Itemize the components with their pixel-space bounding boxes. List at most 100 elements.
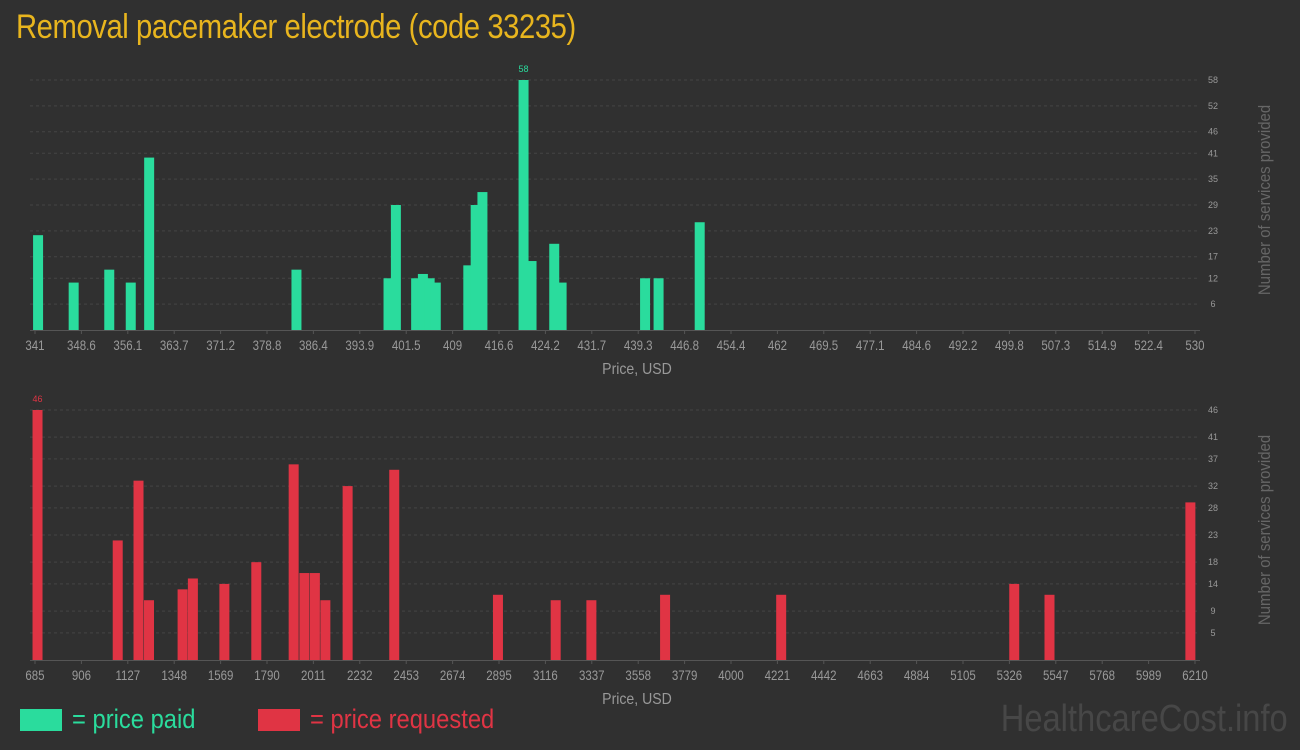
bar [411,278,422,330]
bar [549,243,560,330]
y-tick-label: 23 [1208,530,1218,540]
x-tick-label: 3116 [533,667,558,683]
bar [389,469,400,660]
bar [424,278,435,330]
y-tick-label: 28 [1208,503,1218,513]
x-tick-label: 1569 [208,667,234,683]
bar [492,594,503,660]
y-tick-label: 12 [1208,273,1218,283]
y-tick-label: 9 [1210,606,1215,616]
x-tick-label: 348.6 [67,337,96,353]
bar [383,278,394,330]
x-tick-label: 416.6 [485,337,514,353]
x-tick-label: 2232 [347,667,373,683]
bar [470,205,481,330]
bar [125,282,136,330]
x-tick-label: 4000 [718,667,744,683]
x-tick-label: 530 [1185,337,1204,353]
x-tick-label: 1348 [161,667,187,683]
bar [251,562,262,660]
bar [640,278,651,330]
y-tick-label: 41 [1208,432,1218,442]
price-requested-chart: 5 9 14 18 23 28 32 37 41 46 46 685 906 1127 1348 1569 17… [25,394,1274,708]
x-tick-label: 906 [72,667,91,683]
y-axis-label: Number of services provided [1256,435,1274,625]
bar [526,261,537,330]
max-value-label: 46 [33,394,43,404]
y-tick-label: 35 [1208,174,1218,184]
bar [694,222,705,330]
x-tick-label: 5989 [1136,667,1162,683]
bar [187,578,198,660]
y-tick-label: 14 [1208,579,1218,589]
x-tick-label: 4663 [857,667,883,683]
y-axis-label: Number of services provided [1256,105,1274,295]
x-tick-label: 446.8 [670,337,699,353]
x-tick-label: 2453 [393,667,419,683]
bar [417,273,428,330]
x-tick-label: 363.7 [160,337,189,353]
watermark: HealthcareCost.info [1000,698,1288,740]
bar [288,464,299,660]
x-tick-label: 462 [768,337,787,353]
bar [299,573,310,660]
bar [342,486,353,660]
x-tick-label: 499.8 [995,337,1024,353]
x-tick-label: 507.3 [1041,337,1070,353]
y-tick-label: 29 [1208,200,1218,210]
bar [133,480,144,660]
y-tick-label: 32 [1208,481,1218,491]
bar [477,192,488,330]
x-tick-label: 401.5 [392,337,421,353]
y-tick-label: 41 [1208,148,1218,158]
x-tick-label: 371.2 [206,337,235,353]
bar [430,282,441,330]
x-tick-label: 3558 [625,667,651,683]
bar [104,269,115,330]
legend: = price paid = price requested [20,704,566,735]
x-tick-label: 3337 [579,667,605,683]
x-tick-label: 4221 [765,667,791,683]
bar [144,157,155,330]
y-tick-label: 23 [1208,226,1218,236]
legend-item-price-paid: = price paid [20,704,212,735]
x-tick-label: 477.1 [856,337,885,353]
bar [776,594,787,660]
x-tick-label: 2674 [440,667,466,683]
bar [32,410,43,660]
page-title: Removal pacemaker electrode (code 33235) [16,8,576,46]
bar [219,583,230,660]
x-tick-label: 3779 [672,667,698,683]
y-tick-label: 52 [1208,101,1218,111]
x-axis-label: Price, USD [602,690,672,708]
bar [1185,502,1196,660]
y-tick-label: 46 [1208,405,1218,415]
bar [556,282,567,330]
x-tick-label: 439.3 [624,337,653,353]
y-tick-label: 37 [1208,454,1218,464]
y-tick-label: 17 [1208,252,1218,262]
x-tick-label: 454.4 [717,337,746,353]
bar [144,600,155,660]
x-tick-label: 514.9 [1088,337,1117,353]
x-tick-label: 522.4 [1134,337,1163,353]
bar [518,80,529,330]
x-tick-label: 356.1 [113,337,142,353]
bar [1009,583,1020,660]
bar [68,282,79,330]
x-tick-label: 469.5 [809,337,838,353]
bar [586,600,597,660]
x-tick-label: 2011 [301,667,326,683]
bar [309,573,320,660]
y-tick-label: 6 [1210,299,1215,309]
x-axis-label: Price, USD [602,360,672,378]
y-tick-label: 5 [1210,628,1215,638]
y-tick-label: 58 [1208,75,1218,85]
bar [550,600,561,660]
x-tick-label: 341 [25,337,44,353]
bar [390,205,401,330]
legend-label-price-requested: = price requested [310,704,495,734]
x-tick-label: 409 [443,337,462,353]
x-tick-label: 1127 [115,667,140,683]
bar [1044,594,1055,660]
